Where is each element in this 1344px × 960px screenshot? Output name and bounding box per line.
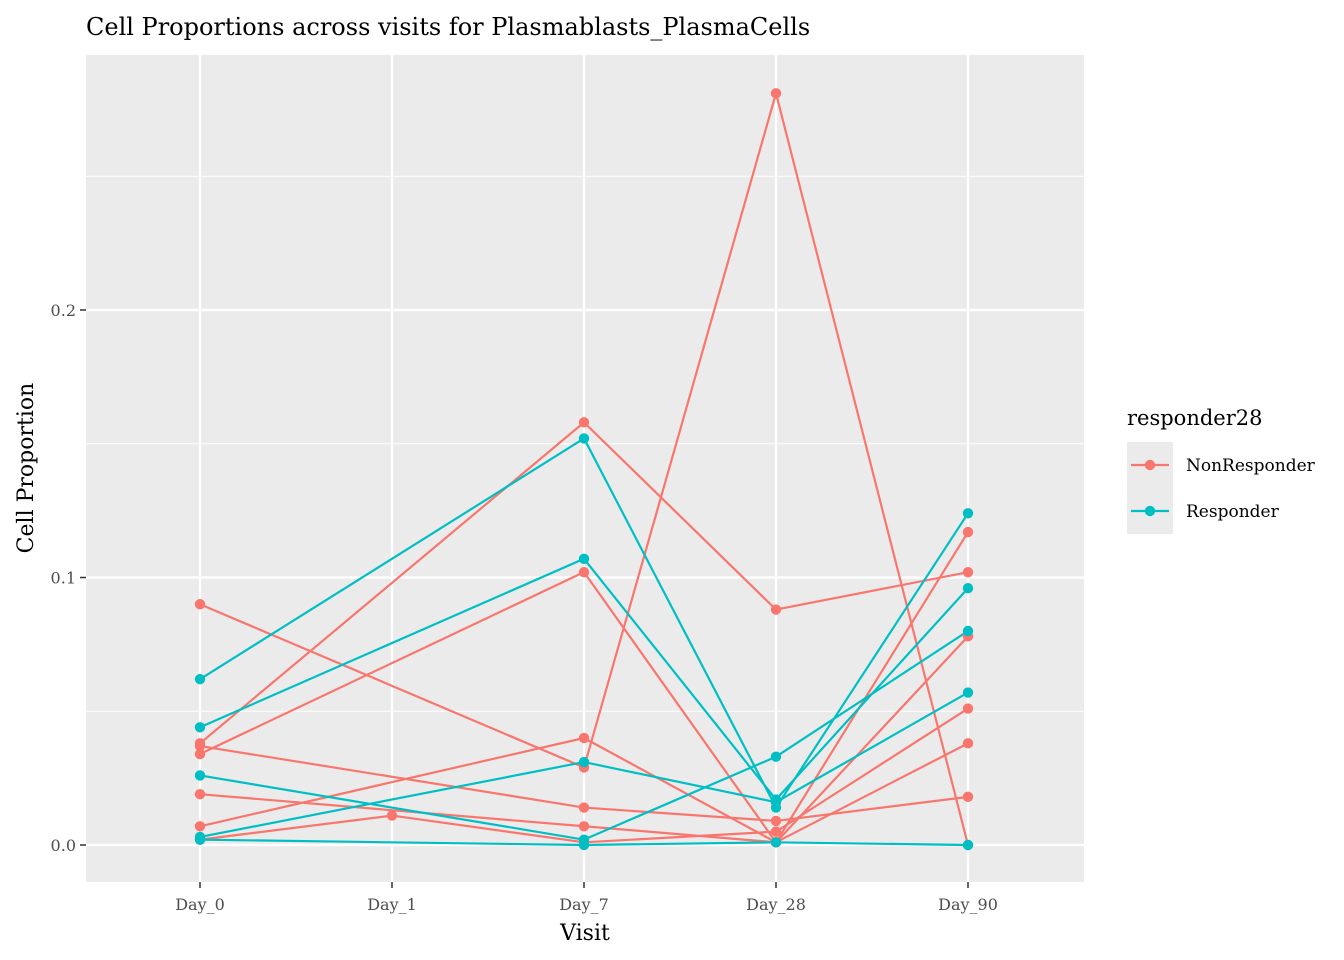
data-point-nonresponder — [578, 417, 590, 428]
data-point-responder — [962, 839, 974, 851]
data-point-nonresponder — [962, 566, 974, 578]
data-point-responder — [578, 433, 590, 444]
data-point-nonresponder — [770, 815, 782, 827]
data-point-nonresponder — [578, 732, 590, 744]
data-point-nonresponder — [194, 599, 206, 610]
data-point-responder — [962, 508, 974, 519]
data-point-nonresponder — [770, 88, 782, 99]
data-point-nonresponder — [962, 526, 974, 538]
data-point-responder — [962, 583, 974, 594]
data-point-responder — [962, 625, 974, 637]
series-line-nonresponder-3 — [199, 421, 969, 745]
y-axis-title: Cell Proportion — [14, 383, 39, 554]
data-point-nonresponder — [386, 810, 398, 821]
data-point-nonresponder — [194, 821, 206, 832]
data-point-responder — [578, 839, 590, 851]
data-point-nonresponder — [962, 703, 974, 714]
series-line-responder-10 — [199, 630, 969, 841]
y-tick-label: 0.2 — [51, 301, 76, 320]
x-tick-label: Day_7 — [559, 895, 609, 914]
data-point-responder — [962, 687, 974, 698]
series-line-nonresponder-4 — [199, 635, 969, 844]
x-tick-label: Day_0 — [175, 895, 225, 914]
series-line-responder-11 — [199, 691, 969, 839]
series-line-nonresponder-1 — [199, 531, 969, 844]
data-point-nonresponder — [962, 738, 974, 749]
data-point-nonresponder — [194, 788, 206, 800]
x-tick-label: Day_90 — [938, 895, 998, 914]
data-point-responder — [194, 770, 206, 781]
legend: responder28 NonResponder Responder — [1127, 406, 1316, 534]
x-tick-label: Day_1 — [367, 895, 417, 914]
series-points — [194, 88, 974, 851]
x-axis-title: Visit — [559, 921, 610, 946]
data-point-responder — [770, 837, 782, 848]
data-point-nonresponder — [194, 748, 206, 760]
legend-key-point — [1144, 505, 1156, 517]
data-point-responder — [578, 756, 590, 768]
data-point-responder — [194, 834, 206, 845]
legend-title: responder28 — [1127, 406, 1263, 430]
data-point-responder — [194, 722, 206, 733]
chart-title: Cell Proportions across visits for Plasm… — [86, 13, 810, 41]
y-tick-label: 0.1 — [51, 569, 76, 588]
series-line-responder-12 — [199, 838, 969, 847]
data-point-responder — [770, 797, 782, 808]
x-tick-label: Day_28 — [746, 895, 806, 914]
data-point-nonresponder — [578, 802, 590, 813]
data-point-nonresponder — [578, 821, 590, 832]
data-point-responder — [770, 751, 782, 762]
legend-label-responder: Responder — [1186, 502, 1280, 522]
legend-key-point — [1144, 459, 1156, 471]
series-line-nonresponder-6 — [199, 742, 969, 844]
series-lines — [199, 92, 970, 847]
series-line-nonresponder-5 — [199, 744, 969, 823]
data-point-responder — [578, 553, 590, 564]
data-point-nonresponder — [770, 826, 782, 837]
x-axis: Day_0 Day_1 Day_7 Day_28 Day_90 — [175, 882, 998, 914]
data-point-responder — [194, 673, 206, 685]
series-line-responder-8 — [199, 437, 969, 809]
series-line-nonresponder-2 — [199, 92, 970, 846]
legend-label-nonresponder: NonResponder — [1186, 456, 1316, 476]
data-point-nonresponder — [962, 791, 974, 803]
data-point-nonresponder — [578, 566, 590, 578]
data-point-nonresponder — [770, 604, 782, 615]
y-tick-label: 0.0 — [51, 836, 76, 855]
data-point-nonresponder — [194, 740, 206, 752]
y-axis: 0.0 0.1 0.2 — [51, 301, 86, 855]
